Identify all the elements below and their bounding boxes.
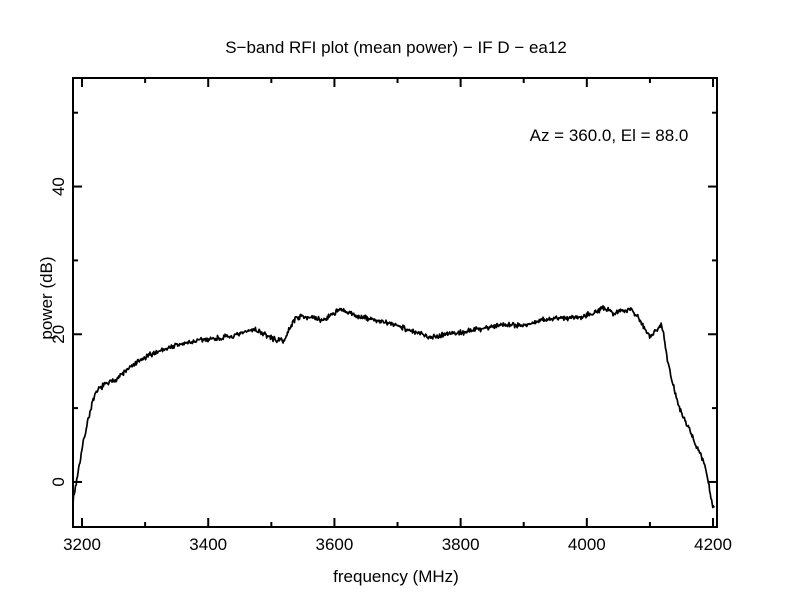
x-tick-label: 3200 [63,535,101,554]
y-tick-label: 0 [49,477,68,486]
y-tick-label: 20 [49,325,68,344]
trace-layer [73,305,715,509]
x-tick-label: 3600 [316,535,354,554]
tick-layer: 3200 3400 3600 3800 4000 4200 0 20 40 [49,78,732,554]
x-tick-label: 3800 [442,535,480,554]
x-tick-label: 3400 [189,535,227,554]
y-axis-title: power (dB) [37,256,56,339]
chart-title: S−band RFI plot (mean power) − IF D − ea… [225,38,567,57]
plot-frame [72,77,718,528]
az-el-annotation: Az = 360.0, El = 88.0 [530,126,689,145]
plot-frame-group [72,77,718,528]
x-tick-label: 4000 [568,535,606,554]
x-tick-label: 4200 [694,535,732,554]
y-tick-label: 40 [49,177,68,196]
power-trace [73,305,715,509]
x-axis-title: frequency (MHz) [333,567,459,586]
